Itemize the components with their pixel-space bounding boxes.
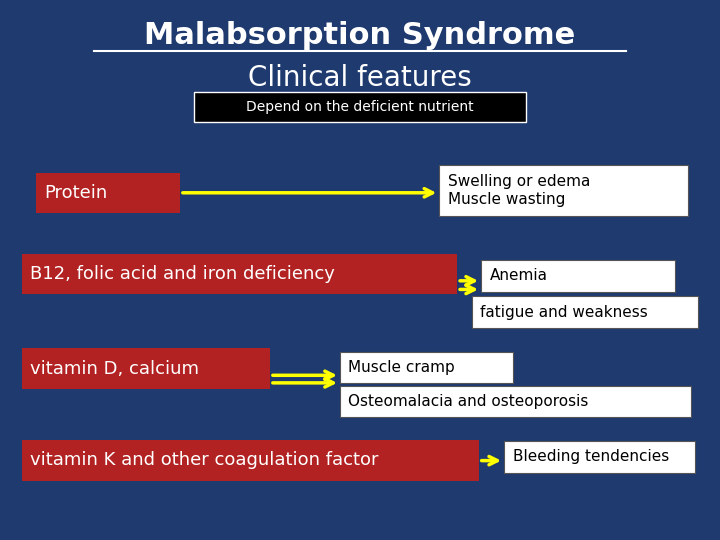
FancyBboxPatch shape	[36, 173, 180, 213]
Text: Osteomalacia and osteoporosis: Osteomalacia and osteoporosis	[348, 394, 589, 409]
FancyBboxPatch shape	[22, 254, 457, 294]
Text: B12, folic acid and iron deficiency: B12, folic acid and iron deficiency	[30, 265, 335, 283]
FancyBboxPatch shape	[439, 165, 688, 216]
Text: Clinical features: Clinical features	[248, 64, 472, 92]
FancyBboxPatch shape	[472, 296, 698, 328]
FancyBboxPatch shape	[22, 440, 479, 481]
Text: Anemia: Anemia	[490, 268, 548, 284]
Text: Malabsorption Syndrome: Malabsorption Syndrome	[145, 21, 575, 50]
FancyBboxPatch shape	[340, 386, 691, 417]
Text: Muscle cramp: Muscle cramp	[348, 360, 455, 375]
FancyBboxPatch shape	[504, 441, 695, 472]
Text: vitamin K and other coagulation factor: vitamin K and other coagulation factor	[30, 451, 379, 469]
Text: Depend on the deficient nutrient: Depend on the deficient nutrient	[246, 100, 474, 113]
FancyBboxPatch shape	[194, 92, 526, 122]
Text: Swelling or edema
Muscle wasting: Swelling or edema Muscle wasting	[448, 174, 590, 206]
FancyBboxPatch shape	[481, 260, 675, 292]
FancyBboxPatch shape	[22, 348, 270, 389]
Text: vitamin D, calcium: vitamin D, calcium	[30, 360, 199, 377]
Text: Bleeding tendencies: Bleeding tendencies	[513, 449, 669, 464]
FancyBboxPatch shape	[340, 352, 513, 383]
Text: fatigue and weakness: fatigue and weakness	[480, 305, 648, 320]
Text: Protein: Protein	[45, 184, 108, 202]
